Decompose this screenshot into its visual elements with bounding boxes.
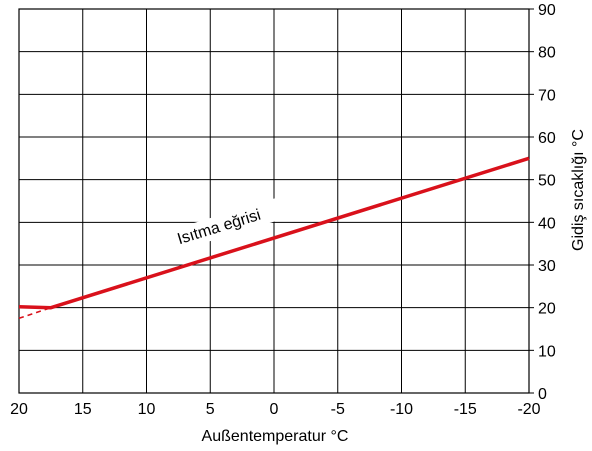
y-tick-label: 30 <box>538 258 556 275</box>
x-tick-label: 10 <box>138 401 156 418</box>
y-tick-label: 80 <box>538 45 556 62</box>
y-tick-label: 70 <box>538 87 556 104</box>
annotations: Isıtma eğrisi <box>156 198 282 256</box>
grid <box>18 8 534 394</box>
series <box>18 156 530 320</box>
series-line-dashed <box>18 306 52 320</box>
y-axis-label: Gidiş sıcaklığı °C <box>570 129 587 251</box>
y-tick-label: 0 <box>538 386 547 403</box>
x-tick-label: 0 <box>270 401 279 418</box>
x-tick-label: -10 <box>390 401 413 418</box>
y-tick-label: 90 <box>538 2 556 19</box>
plot-frame <box>18 8 530 394</box>
x-tick-label: 20 <box>10 401 28 418</box>
x-tick-label: 5 <box>206 401 215 418</box>
x-tick-label: 15 <box>74 401 92 418</box>
series-line-heating-curve <box>18 156 530 310</box>
x-axis-label: Außentemperatur °C <box>202 428 349 445</box>
y-tick-label: 10 <box>538 343 556 360</box>
x-tick-label: -15 <box>454 401 477 418</box>
y-tick-label: 50 <box>538 173 556 190</box>
annotation-background <box>156 198 282 256</box>
y-tick-label: 20 <box>538 301 556 318</box>
y-tick-label: 40 <box>538 215 556 232</box>
y-tick-label: 60 <box>538 130 556 147</box>
x-tick-label: -5 <box>331 401 345 418</box>
x-tick-label: -20 <box>517 401 540 418</box>
